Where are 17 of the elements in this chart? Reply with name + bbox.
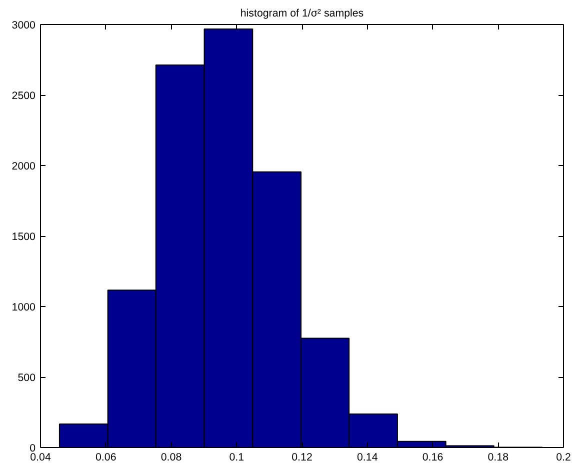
y-tick-label: 1500 [12,231,36,243]
y-tick-label: 2000 [12,160,36,172]
x-tick-label: 0.18 [488,452,509,463]
y-tick-label: 1000 [12,302,36,314]
y-tick-label: 3000 [12,20,36,32]
x-tick-label: 0.2 [556,452,571,463]
x-tick-label: 0.14 [357,452,378,463]
x-tick-label: 0.1 [229,452,244,463]
x-tick-label: 0.12 [292,452,312,463]
y-tick-label: 500 [18,372,36,384]
y-tick-label: 0 [30,442,36,454]
y-tick-label: 2500 [12,90,36,102]
x-tick-label: 0.06 [96,452,116,463]
x-tick-label: 0.08 [160,452,182,463]
x-tick-label: 0.16 [422,452,444,463]
chart-title: histogram of 1/σ² samples [240,8,364,20]
x-tick-label: 0.04 [30,452,51,463]
